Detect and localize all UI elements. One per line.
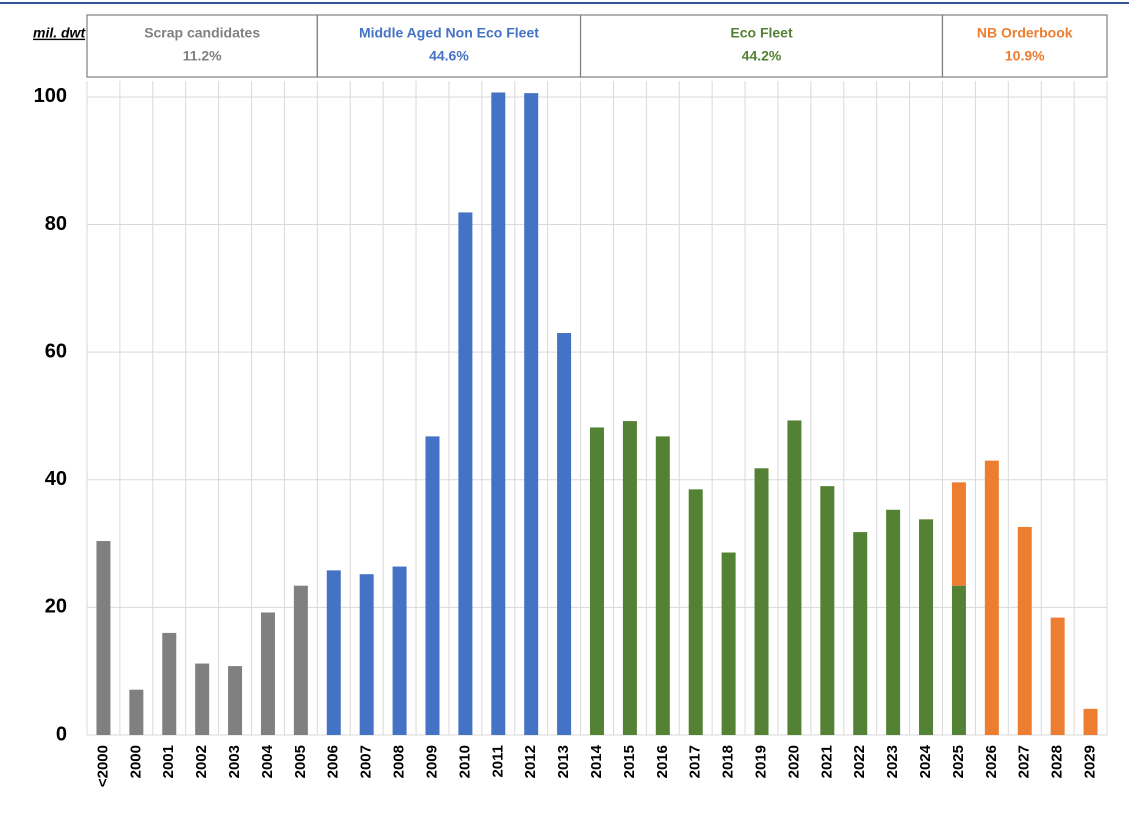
bar: [524, 93, 539, 735]
x-tick-label: 2019: [752, 745, 769, 778]
legend-name: Scrap candidates: [144, 25, 260, 41]
bar: [951, 482, 966, 586]
legend-name: Middle Aged Non Eco Fleet: [359, 25, 539, 41]
legend-box: [86, 14, 318, 78]
x-tick-label: 2018: [720, 745, 737, 778]
x-tick-label: 2006: [325, 745, 342, 778]
x-tick-label: 2014: [588, 744, 605, 778]
x-tick-label: 2002: [193, 745, 210, 778]
bar: [96, 541, 111, 735]
bar: [688, 489, 703, 735]
x-tick-label: 2011: [489, 745, 506, 778]
bar: [951, 585, 966, 735]
x-tick-label: 2029: [1082, 745, 1099, 778]
x-tick-label: 2017: [687, 745, 704, 778]
y-tick-label: 40: [45, 468, 67, 490]
x-tick-label: 2012: [522, 745, 539, 778]
x-tick-label: <2000: [94, 745, 111, 787]
x-tick-label: 2026: [983, 745, 1000, 778]
y-tick-label: 0: [56, 723, 67, 745]
y-tick-label: 80: [45, 213, 67, 235]
bar: [195, 663, 210, 735]
bar: [886, 509, 901, 735]
y-tick-label: 60: [45, 340, 67, 362]
x-tick-label: 2015: [621, 745, 638, 778]
bar: [293, 585, 308, 735]
legend-share: 11.2%: [183, 48, 222, 64]
x-tick-label: 2013: [555, 745, 572, 778]
legend-share: 44.2%: [742, 48, 782, 64]
bar: [754, 468, 769, 735]
bar: [458, 212, 473, 735]
x-tick-label: 2007: [358, 745, 375, 778]
bar: [1017, 526, 1032, 735]
x-tick-label: 2008: [391, 745, 408, 778]
y-tick-label: 100: [34, 85, 67, 107]
bar: [919, 519, 934, 735]
x-tick-label: 2023: [884, 745, 901, 778]
legend-box: [941, 14, 1108, 78]
bar: [359, 574, 374, 735]
y-axis-label: mil. dwt: [33, 25, 86, 41]
legend-name: Eco Fleet: [730, 25, 793, 41]
x-tick-label: 2001: [160, 745, 177, 778]
x-tick-label: 2022: [851, 745, 868, 778]
bar: [590, 427, 604, 735]
x-tick-label: 2016: [654, 745, 671, 778]
x-tick-label: 2024: [917, 744, 934, 778]
x-tick-label: 2005: [292, 745, 309, 778]
legend-share: 10.9%: [1005, 48, 1045, 64]
x-tick-label: 2003: [226, 745, 243, 778]
bar: [392, 566, 407, 735]
bar: [655, 436, 670, 735]
bar: [1050, 617, 1065, 735]
bar: [129, 689, 144, 735]
bar: [622, 421, 637, 735]
x-tick-label: 2027: [1016, 745, 1033, 778]
bar: [425, 436, 440, 735]
legend-name: NB Orderbook: [977, 25, 1073, 41]
bar: [1083, 708, 1098, 735]
bar: [326, 570, 341, 735]
bar: [162, 632, 177, 735]
bar: [984, 460, 999, 735]
y-tick-label: 20: [45, 596, 67, 618]
x-tick-label: 2000: [127, 745, 144, 778]
x-tick-label: 2009: [423, 745, 440, 778]
x-tick-label: 2004: [259, 744, 276, 778]
x-tick-label: 2020: [785, 745, 802, 778]
bar: [228, 666, 243, 735]
bar: [787, 420, 802, 735]
bar: [557, 333, 572, 735]
bar: [853, 532, 868, 735]
bar: [491, 92, 506, 736]
legend-box: [579, 14, 944, 78]
x-tick-label: 2025: [950, 745, 967, 778]
bar: [721, 552, 736, 735]
bar: [260, 612, 275, 735]
bar: [820, 486, 835, 735]
legend-share: 44.6%: [429, 48, 469, 64]
x-tick-label: 2028: [1049, 745, 1066, 778]
x-tick-label: 2010: [456, 745, 473, 778]
x-tick-label: 2021: [818, 745, 835, 778]
